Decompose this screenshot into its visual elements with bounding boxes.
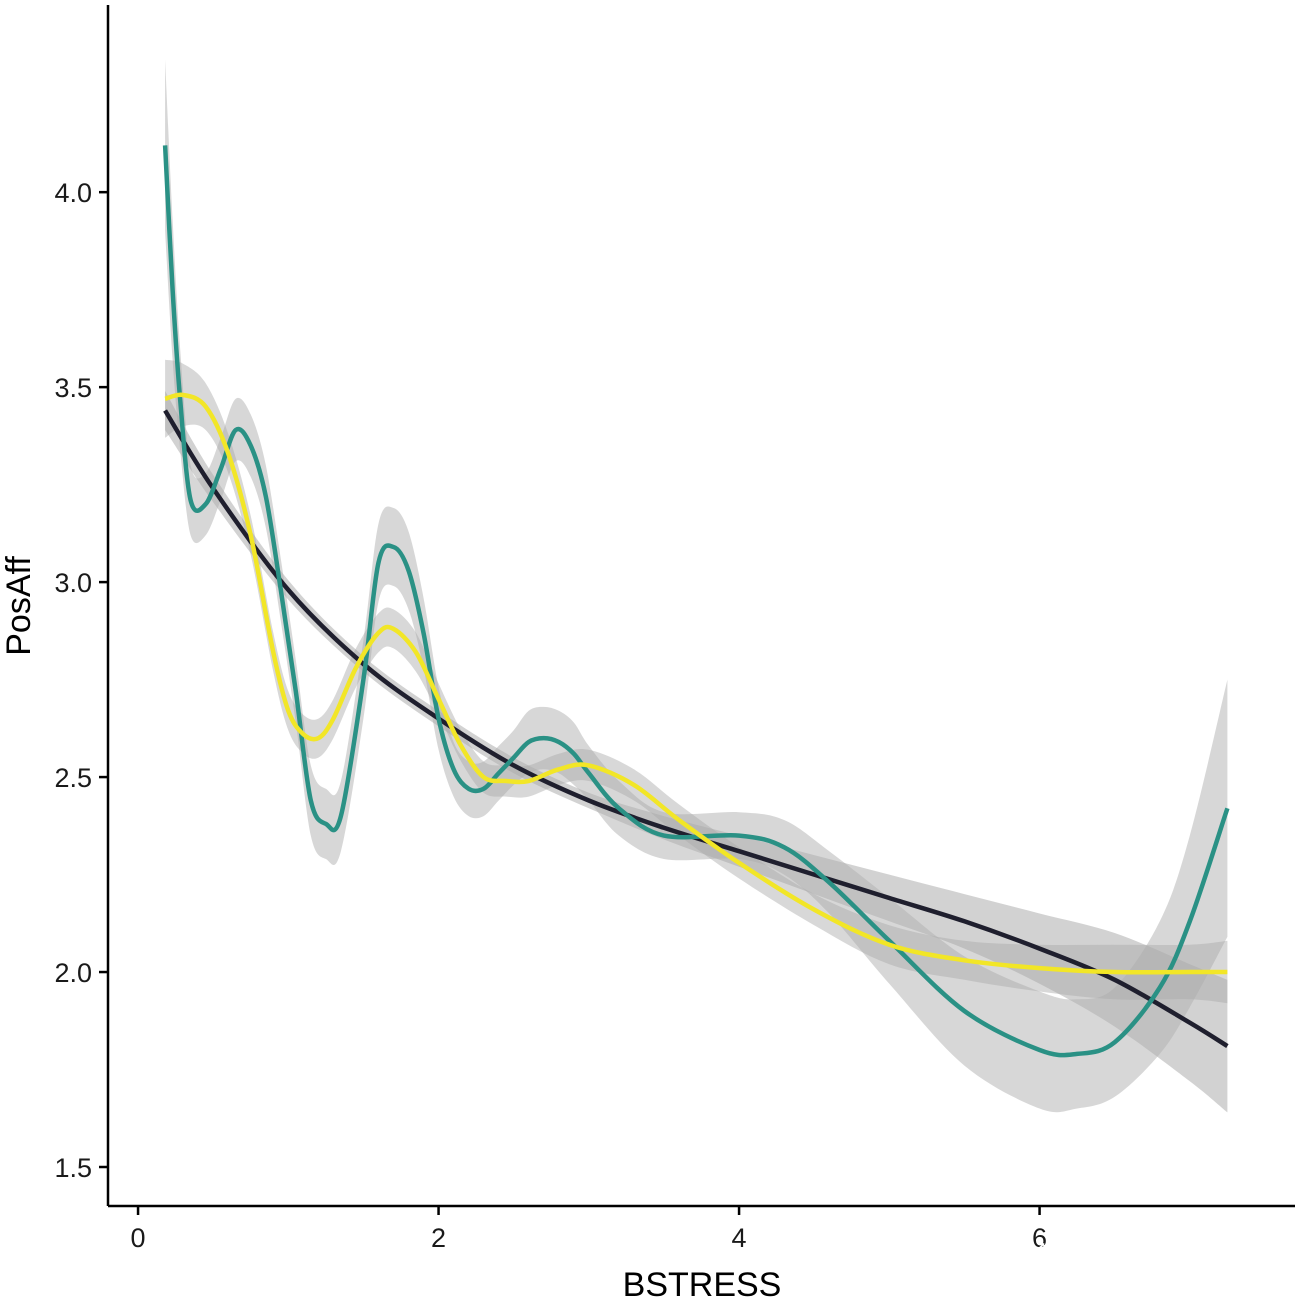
- wiggly-fit-line: [162, 145, 1230, 1058]
- x-tick-label: 2: [431, 1223, 446, 1253]
- axes: [106, 5, 1295, 1208]
- y-tick-label: 3.5: [54, 373, 92, 403]
- y-axis-ticks: 1.5 2.0 2.5 3.0 3.5 4.0: [54, 178, 108, 1183]
- x-tick-label: 0: [131, 1223, 146, 1253]
- x-axis-title: BSTRESS: [623, 1266, 782, 1300]
- x-tick-label: 6: [1032, 1223, 1047, 1253]
- wiggly-fit-confidence-band: [165, 59, 1228, 1113]
- x-tick-label: 4: [732, 1223, 747, 1253]
- y-tick-label: 4.0: [54, 178, 92, 208]
- x-axis-ticks: 0 2 4 6: [131, 1206, 1047, 1253]
- y-tick-label: 1.5: [54, 1153, 92, 1183]
- y-tick-label: 2.5: [54, 763, 92, 793]
- watermark-text: 掘金技术社区 @ 布客飞龙: [1010, 1243, 1266, 1268]
- y-tick-label: 2.0: [54, 958, 92, 988]
- y-axis-title: PosAff: [0, 556, 38, 656]
- fit-lines: [162, 145, 1230, 1058]
- smooth-fit-line: [164, 392, 1228, 975]
- confidence-bands: [165, 59, 1228, 1113]
- smooth-fit-confidence-band: [165, 359, 1228, 1004]
- linear-fit-line: [163, 409, 1229, 1049]
- linear-fit-confidence-band: [165, 391, 1228, 1113]
- y-tick-label: 3.0: [54, 568, 92, 598]
